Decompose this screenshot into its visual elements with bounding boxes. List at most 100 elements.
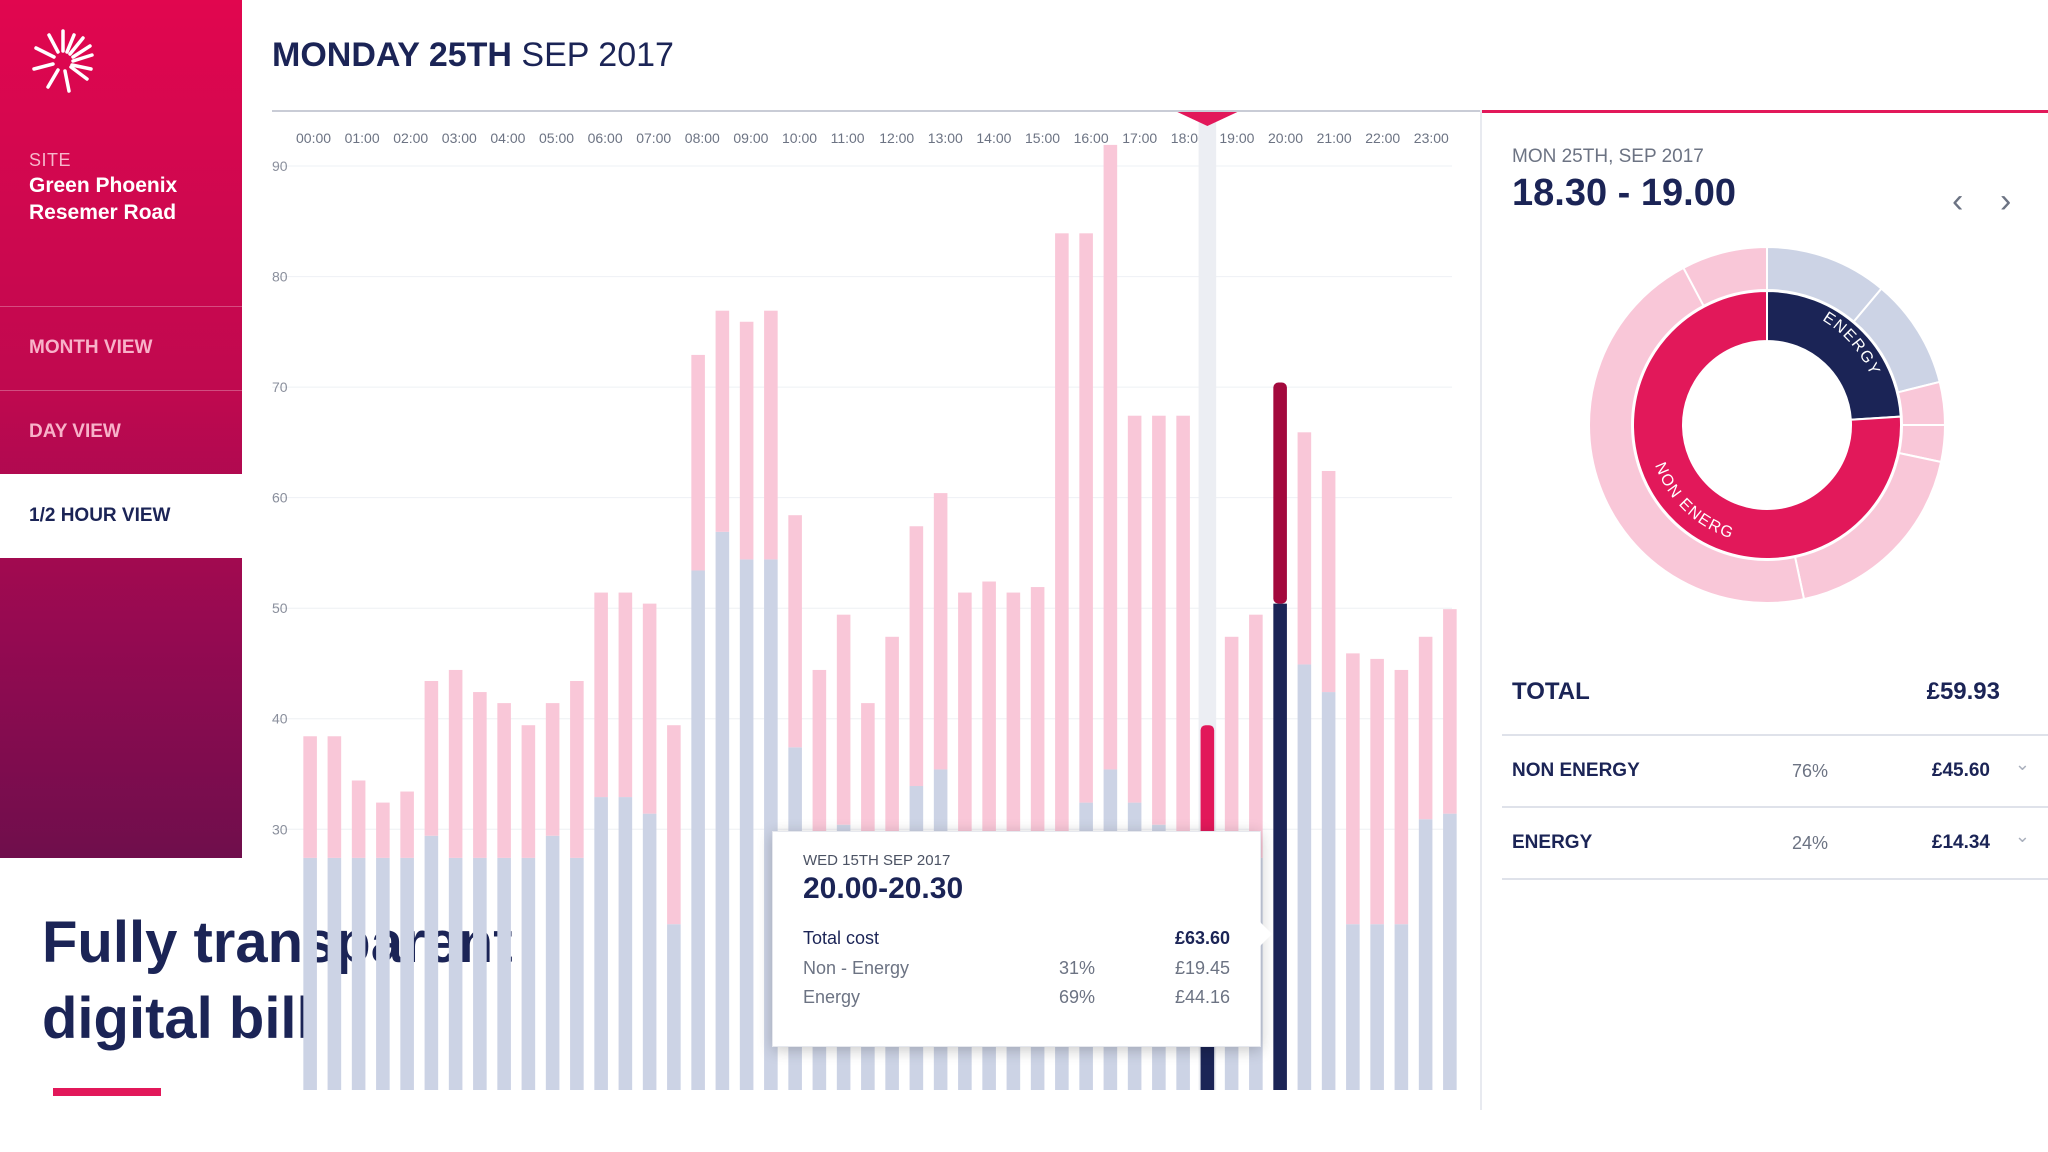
bar-non-energy <box>885 636 899 858</box>
x-tick-label: 23:00 <box>1414 130 1449 146</box>
chevron-down-icon[interactable]: ⌄ <box>2014 754 2030 774</box>
bar-energy <box>1321 692 1336 1090</box>
y-tick-label: 40 <box>272 711 288 727</box>
bar-non-energy <box>1370 658 1384 925</box>
bar-energy <box>400 857 414 1090</box>
bar-energy <box>667 924 681 1090</box>
bar-non-energy <box>303 736 317 858</box>
bar-energy <box>618 797 633 1090</box>
bar-non-energy <box>764 310 778 560</box>
bar-non-energy <box>1176 415 1190 836</box>
x-tick-label: 06:00 <box>588 130 623 146</box>
x-tick-label: 00:00 <box>296 130 331 146</box>
bar-energy <box>1370 924 1384 1090</box>
bar-non-energy <box>448 669 463 858</box>
x-tick-label: 18:00 <box>1171 130 1206 146</box>
bar-non-energy <box>1079 233 1093 803</box>
slide-accent-underline <box>53 1088 161 1096</box>
bar-non-energy <box>667 725 681 925</box>
bar-non-energy <box>1030 587 1045 847</box>
detail-panel: MON 25TH, SEP 2017 18.30 - 19.00 ‹ › ENE… <box>1480 110 2048 1110</box>
x-tick-label: 11:00 <box>831 130 865 146</box>
x-tick-label: 07:00 <box>636 130 671 146</box>
x-tick-label: 20:00 <box>1268 130 1303 146</box>
panel-date: MON 25TH, SEP 2017 <box>1512 146 1704 167</box>
bar-non-energy <box>1055 233 1069 858</box>
site-label: SITE <box>29 150 72 170</box>
x-tick-label: 02:00 <box>393 130 428 146</box>
summary-row-non-energy[interactable]: NON ENERGY 76% £45.60 ⌄ <box>1502 736 2048 808</box>
total-row: TOTAL £59.93 <box>1502 650 2048 736</box>
bar-non-energy <box>691 354 705 571</box>
bar-non-energy <box>351 780 366 858</box>
x-tick-label: 19:00 <box>1219 130 1254 146</box>
bar-non-energy <box>909 526 924 787</box>
next-arrow-icon[interactable]: › <box>2000 182 2012 220</box>
bar-energy <box>521 857 536 1090</box>
x-tick-label: 21:00 <box>1317 130 1352 146</box>
bar-non-energy <box>1103 144 1118 770</box>
x-tick-label: 13:00 <box>928 130 963 146</box>
tooltip-row-pct: 31% <box>1059 958 1096 978</box>
bar-non-energy <box>1443 609 1457 814</box>
x-tick-label: 09:00 <box>733 130 768 146</box>
x-tick-label: 22:00 <box>1365 130 1400 146</box>
bar-non-energy <box>1346 653 1360 925</box>
tooltip-row-value: £44.16 <box>1174 987 1230 1007</box>
summary-row-label: ENERGY <box>1512 832 1593 853</box>
summary-row-pct: 24% <box>1792 833 1829 853</box>
bar-non-energy <box>521 725 536 858</box>
bar-non-energy <box>642 603 657 814</box>
sidebar: SITE Green Phoenix Resemer Road MONTH VI… <box>0 0 242 858</box>
x-tick-label: 01:00 <box>345 130 380 146</box>
tooltip-row-pct: 69% <box>1059 987 1096 1007</box>
x-tick-label: 03:00 <box>442 130 477 146</box>
nav-divider <box>0 390 242 391</box>
summary-row-pct: 76% <box>1792 761 1829 781</box>
bar-energy <box>351 857 366 1090</box>
bar-non-energy <box>1249 614 1263 858</box>
bar-non-energy <box>545 703 560 836</box>
bar-non-energy <box>1200 725 1215 836</box>
bar-non-energy <box>982 581 996 847</box>
bar-non-energy <box>812 669 827 847</box>
bar-non-energy <box>1152 415 1166 825</box>
bar-non-energy <box>836 614 851 825</box>
selected-marker-icon <box>1177 112 1238 126</box>
total-value: £59.93 <box>1926 678 2000 705</box>
bar-non-energy <box>1273 382 1287 604</box>
bar-non-energy <box>715 310 730 532</box>
bar-non-energy <box>618 592 633 798</box>
chevron-down-icon[interactable]: ⌄ <box>2014 826 2030 846</box>
bar-energy <box>1394 924 1409 1090</box>
tooltip-row-label: Energy <box>803 987 861 1007</box>
y-tick-label: 80 <box>272 269 288 285</box>
page-title-day: MONDAY 25TH <box>272 36 512 74</box>
bar-non-energy <box>497 703 511 858</box>
x-tick-label: 14:00 <box>976 130 1011 146</box>
site-name-line2: Resemer Road <box>29 201 177 224</box>
tooltip-total-label: Total cost <box>803 928 880 948</box>
x-tick-label: 17:00 <box>1122 130 1157 146</box>
nav-half-hour-view[interactable]: 1/2 HOUR VIEW <box>0 474 242 558</box>
page-title: MONDAY 25TH SEP 2017 <box>272 36 674 75</box>
donut-inner-ring <box>1632 289 1902 560</box>
summary-row-label: NON ENERGY <box>1512 760 1640 781</box>
x-tick-label: 15:00 <box>1025 130 1060 146</box>
bar-energy <box>1297 664 1312 1090</box>
bar-non-energy <box>933 493 948 770</box>
site-name-line1: Green Phoenix <box>29 174 178 197</box>
bar-energy <box>376 857 390 1090</box>
bar-energy <box>594 797 608 1090</box>
y-tick-label: 90 <box>272 158 288 174</box>
bar-tooltip: WED 15TH SEP 2017 20.00-20.30 Total cost… <box>772 831 1261 1047</box>
bar-energy <box>545 835 560 1090</box>
summary-row-value: £14.34 <box>1931 832 1990 853</box>
prev-arrow-icon[interactable]: ‹ <box>1952 182 1964 220</box>
tooltip-date: WED 15TH SEP 2017 <box>803 852 951 869</box>
nav-day-view[interactable]: DAY VIEW <box>29 421 121 442</box>
bar-energy <box>691 570 705 1090</box>
tooltip-range: 20.00-20.30 <box>803 872 964 905</box>
summary-row-energy[interactable]: ENERGY 24% £14.34 ⌄ <box>1502 808 2048 880</box>
nav-month-view[interactable]: MONTH VIEW <box>29 337 153 358</box>
